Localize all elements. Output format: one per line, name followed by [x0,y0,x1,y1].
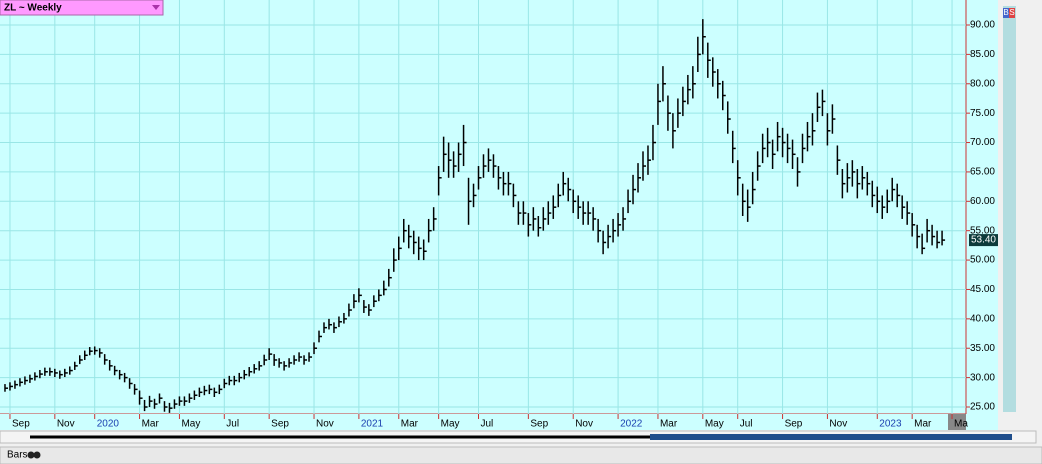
status-tab[interactable]: Bars [7,450,28,461]
y-tick-label: 45.00 [970,284,995,295]
y-tick-label: 65.00 [970,167,995,178]
x-tick-label: Sep [785,419,803,430]
x-tick-label: May [441,419,460,430]
scroll-thumb[interactable] [650,434,1012,440]
x-tick-label: May [181,419,200,430]
buy-label: B [1003,8,1008,17]
x-tick-label: Nov [57,419,75,430]
x-tick-label: Mar [660,419,678,430]
x-tick-label: Mar [401,419,419,430]
title-box[interactable] [0,0,164,16]
x-tick-label: Ma [954,419,968,430]
tab-icon [27,451,35,459]
status-bar [0,446,1042,464]
dropdown-arrow[interactable] [152,5,160,10]
x-tick-label: Sep [12,419,30,430]
x-tick-label: Sep [530,419,548,430]
x-tick-label: 2022 [620,419,643,430]
x-tick-label: Nov [316,419,334,430]
last-price-label: 53.40 [971,235,996,246]
x-tick-label: 2020 [97,419,120,430]
buy-button[interactable] [1003,8,1009,18]
y-tick-label: 50.00 [970,255,995,266]
x-tick-label: 2021 [361,419,384,430]
y-tick-label: 40.00 [970,313,995,324]
x-tick-label: Sep [271,419,289,430]
x-tick-label: Jul [226,419,239,430]
last-price-box [969,234,998,247]
scroll-panel [1003,6,1016,412]
y-tick-label: 80.00 [970,78,995,89]
y-tick-label: 35.00 [970,343,995,354]
chart-title: ZL ~ Weekly [4,3,62,14]
y-tick-label: 55.00 [970,225,995,236]
x-tick-label: Mar [914,419,932,430]
x-tick-label: 2023 [879,419,902,430]
x-tick-label: Nov [575,419,593,430]
sell-button[interactable] [1009,8,1015,18]
sell-label: S [1009,8,1014,17]
x-axis-band [0,414,998,430]
y-tick-label: 90.00 [970,20,995,31]
x-tick-label: Jul [740,419,753,430]
plot-area [0,0,998,414]
y-tick-label: 25.00 [970,402,995,413]
x-tick-label: May [705,419,724,430]
y-tick-label: 85.00 [970,49,995,60]
tab-icon [33,451,41,459]
y-tick-label: 70.00 [970,137,995,148]
x-tick-label: Jul [481,419,494,430]
x-tick-label: Mar [142,419,160,430]
y-tick-label: 30.00 [970,372,995,383]
y-tick-label: 60.00 [970,196,995,207]
y-tick-label: 75.00 [970,108,995,119]
x-tick-label: Nov [829,419,847,430]
